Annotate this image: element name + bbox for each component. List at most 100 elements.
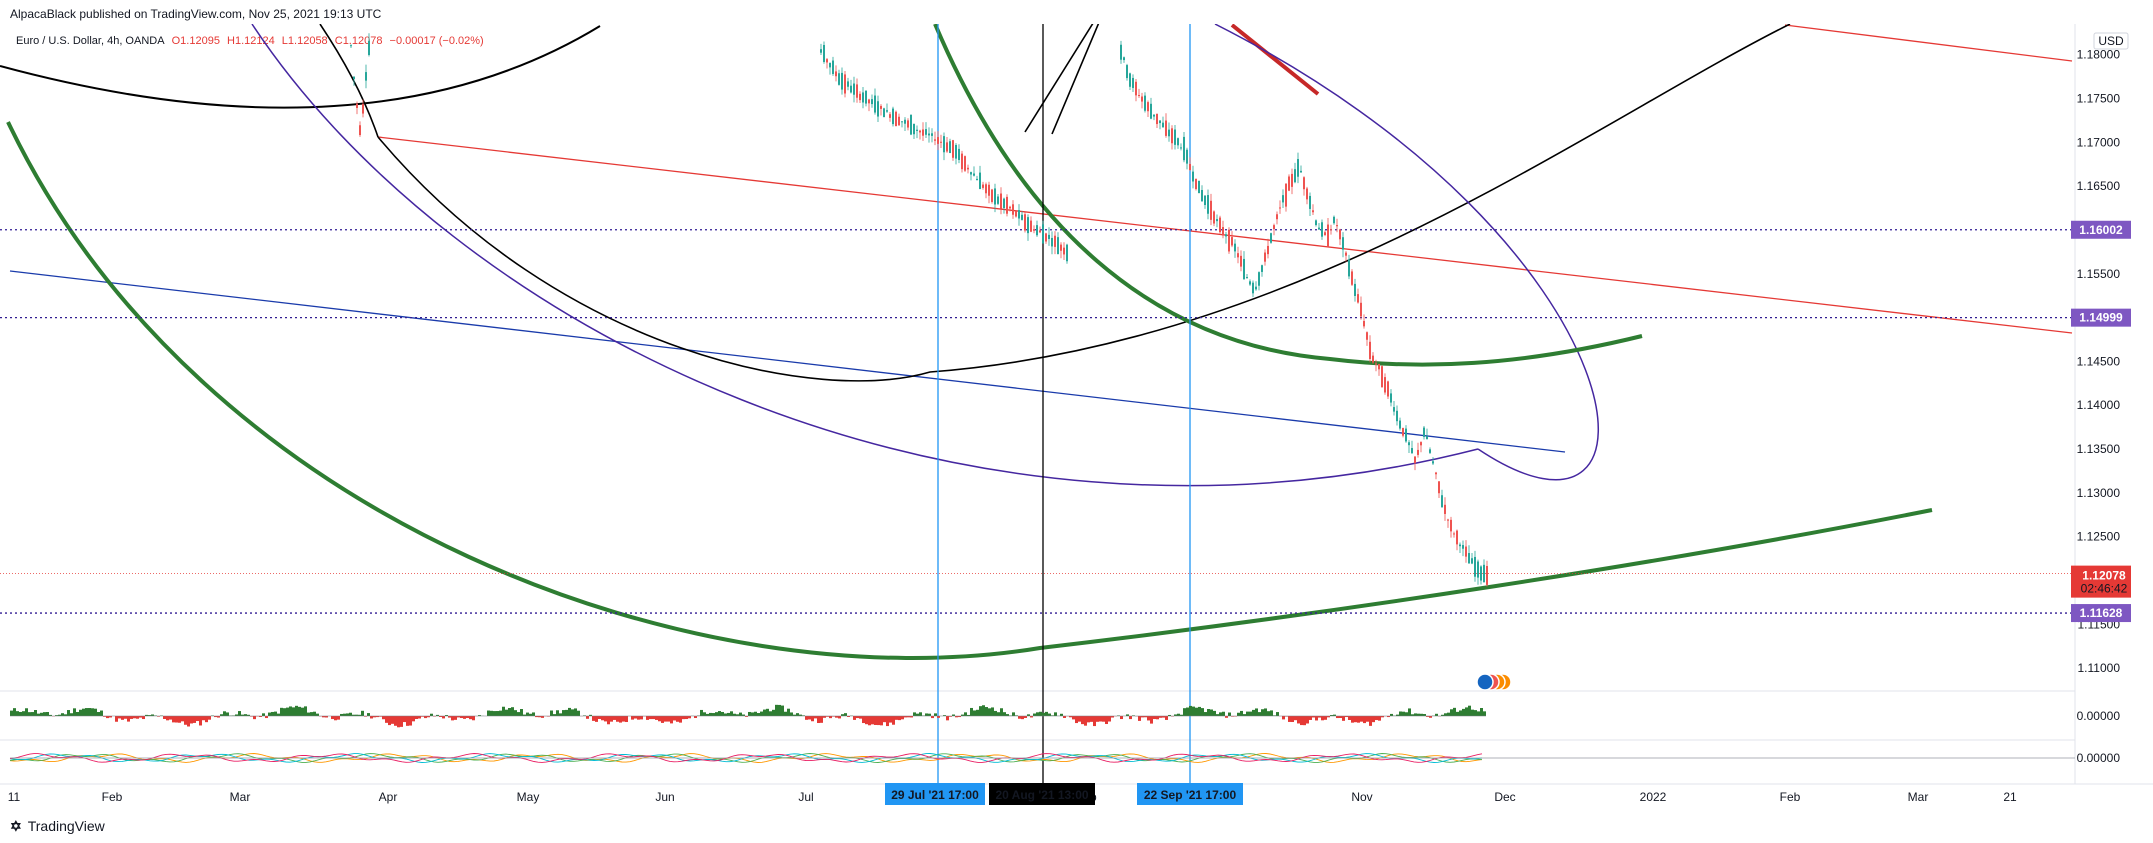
histogram-bar: [913, 712, 916, 716]
price-level-badge: [2071, 604, 2131, 623]
histogram-bar: [1045, 711, 1048, 716]
histogram-bar: [535, 716, 538, 718]
chart-drawings[interactable]: [0, 24, 2075, 784]
histogram-bar: [271, 711, 274, 716]
black-arc-small[interactable]: [319, 24, 379, 138]
candle-body: [889, 114, 891, 118]
histogram-bar: [334, 716, 337, 721]
histogram-bar: [1000, 708, 1003, 716]
symbol-legend[interactable]: Euro / U.S. Dollar, 4h, OANDA O1.12095 H…: [16, 35, 488, 47]
histogram-bar: [397, 716, 400, 728]
red-short-segment[interactable]: [1230, 24, 1320, 96]
currency-badge[interactable]: USD: [2093, 32, 2129, 50]
black-line-1[interactable]: [1024, 24, 1095, 133]
green-arc-small[interactable]: [933, 24, 1643, 367]
histogram-bar: [883, 716, 886, 723]
histogram-bar: [925, 713, 928, 716]
price-tick-label: 1.18000: [2077, 48, 2121, 62]
legend-high: H1.12124: [227, 35, 275, 47]
candle-body: [350, 45, 352, 47]
histogram-bar: [1357, 716, 1360, 723]
price-tick-label: 1.13000: [2077, 486, 2121, 500]
histogram-bar: [1165, 716, 1168, 720]
legend-low: L1.12058: [281, 35, 328, 47]
candle-body: [1450, 519, 1452, 532]
black-arc-top-left[interactable]: [0, 25, 601, 109]
histogram-bar: [730, 711, 733, 716]
histogram-bar: [841, 714, 844, 716]
histogram-bar: [760, 711, 763, 716]
candle-body: [1432, 461, 1434, 464]
histogram-bar: [1090, 716, 1093, 722]
candle-body: [1378, 364, 1380, 370]
candle-body: [1282, 195, 1284, 203]
histogram-bar: [88, 708, 91, 716]
histogram-bar: [460, 716, 463, 719]
histogram-bar: [556, 710, 559, 716]
histogram-bar: [835, 716, 838, 718]
histogram-bar: [1468, 705, 1471, 716]
publisher-note: AlpacaBlack published on TradingView.com…: [10, 7, 382, 21]
candle-body: [1381, 366, 1383, 388]
candle-body: [1036, 225, 1038, 236]
candle-body: [1294, 169, 1296, 183]
candle-body: [1480, 566, 1482, 581]
candle-body: [1375, 363, 1377, 365]
histogram-bar: [454, 716, 457, 720]
histogram-bar: [1141, 716, 1144, 718]
candle-body: [1141, 96, 1143, 102]
time-tick-label: Apr: [379, 790, 398, 804]
histogram-bar: [844, 713, 847, 716]
green-arc-large[interactable]: [6, 121, 1933, 660]
price-chart[interactable]: 1.180001.175001.170001.165001.160001.155…: [0, 24, 2153, 814]
candle-body: [1348, 259, 1350, 277]
purple-curve-lower[interactable]: [251, 24, 1479, 487]
candle-body: [865, 90, 867, 104]
black-line-2[interactable]: [1051, 24, 1100, 135]
legend-symbol[interactable]: Euro / U.S. Dollar, 4h, OANDA: [16, 35, 165, 47]
blue-trendline[interactable]: [9, 270, 1566, 453]
histogram-bar: [826, 716, 829, 717]
candle-body: [1138, 94, 1140, 96]
candle-body: [1126, 65, 1128, 79]
histogram-bar: [193, 716, 196, 723]
candle-body: [970, 172, 972, 175]
histogram-bar: [625, 716, 628, 723]
events-icon[interactable]: [1476, 673, 1512, 691]
candle-body: [1477, 561, 1479, 578]
histogram-bar: [1102, 716, 1105, 722]
candle-body: [1285, 183, 1287, 207]
purple-curve-upper[interactable]: [1214, 24, 1599, 481]
histogram-bar: [700, 709, 703, 716]
histogram-bar: [1033, 713, 1036, 716]
candle-body: [1330, 229, 1332, 231]
histogram-bar: [955, 716, 958, 718]
black-parabola[interactable]: [377, 24, 1791, 382]
histogram-bar: [715, 712, 718, 716]
histogram-bar: [280, 707, 283, 716]
histogram-bar: [19, 711, 22, 716]
candle-body: [1048, 234, 1050, 239]
histogram-bar: [601, 716, 604, 721]
histogram-bar: [289, 706, 292, 716]
time-tick-label: May: [517, 790, 540, 804]
candle-body: [925, 129, 927, 135]
histogram-bar: [94, 708, 97, 716]
price-tick-label: 1.16500: [2077, 179, 2121, 193]
histogram-bar: [46, 711, 49, 716]
footer-brand[interactable]: ✡ TradingView: [10, 818, 105, 835]
histogram-bar: [40, 712, 43, 716]
histogram-bar: [559, 713, 562, 716]
histogram-bar: [772, 709, 775, 716]
histogram-bar: [1204, 712, 1207, 716]
candle-body: [1318, 227, 1320, 230]
candle-body: [880, 105, 882, 109]
histogram-bar: [757, 713, 760, 716]
histogram-bar: [1273, 715, 1276, 716]
histogram-bar: [1072, 716, 1075, 720]
red-trendline-upper[interactable]: [1784, 24, 2073, 62]
time-axis[interactable]: 11FebMarAprMayJunJulAugSepOctNovDec2022F…: [8, 790, 2017, 804]
candle-body: [1039, 230, 1041, 233]
histogram-bar: [505, 709, 508, 716]
histogram-bar: [187, 716, 190, 727]
